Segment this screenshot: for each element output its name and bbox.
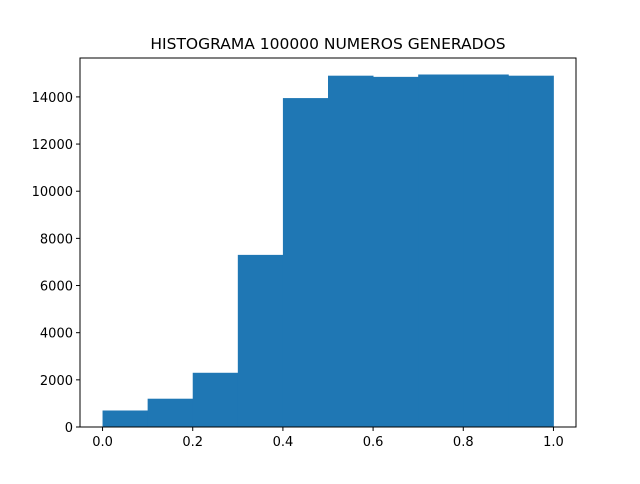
x-tick-label: 1.0 — [543, 435, 564, 450]
y-tick-label: 10000 — [32, 185, 73, 200]
histogram-bar — [418, 74, 464, 427]
histogram-bar — [282, 98, 329, 427]
y-tick-label: 4000 — [40, 327, 73, 342]
x-tick-label: 0.0 — [92, 435, 113, 450]
x-tick-label: 0.8 — [453, 435, 474, 450]
histogram-bar — [192, 372, 239, 427]
histogram-bar — [328, 75, 374, 427]
histogram-bar — [102, 410, 149, 427]
histogram-bar — [237, 254, 284, 427]
y-tick-label: 2000 — [40, 374, 73, 389]
chart-title: HISTOGRAMA 100000 NUMEROS GENERADOS — [150, 35, 505, 53]
x-axis-ticks: 0.0 0.2 0.4 0.6 0.8 1.0 — [92, 427, 564, 450]
x-tick-label: 0.2 — [182, 435, 203, 450]
y-tick-label: 8000 — [40, 232, 73, 247]
y-tick-label: 0 — [65, 421, 73, 436]
histogram-bar — [463, 74, 509, 427]
x-tick-label: 0.6 — [363, 435, 384, 450]
plot-frame — [79, 57, 577, 428]
y-tick-label: 12000 — [32, 138, 73, 153]
histogram-bar — [508, 75, 554, 427]
histogram-bar — [373, 76, 419, 428]
histogram-bar — [147, 398, 194, 427]
y-tick-label: 14000 — [32, 91, 73, 106]
bars-group — [102, 74, 554, 428]
y-tick-label: 6000 — [40, 280, 73, 295]
x-tick-label: 0.4 — [273, 435, 294, 450]
y-axis-ticks: 0 2000 4000 6000 8000 10000 12000 14000 — [32, 91, 80, 436]
